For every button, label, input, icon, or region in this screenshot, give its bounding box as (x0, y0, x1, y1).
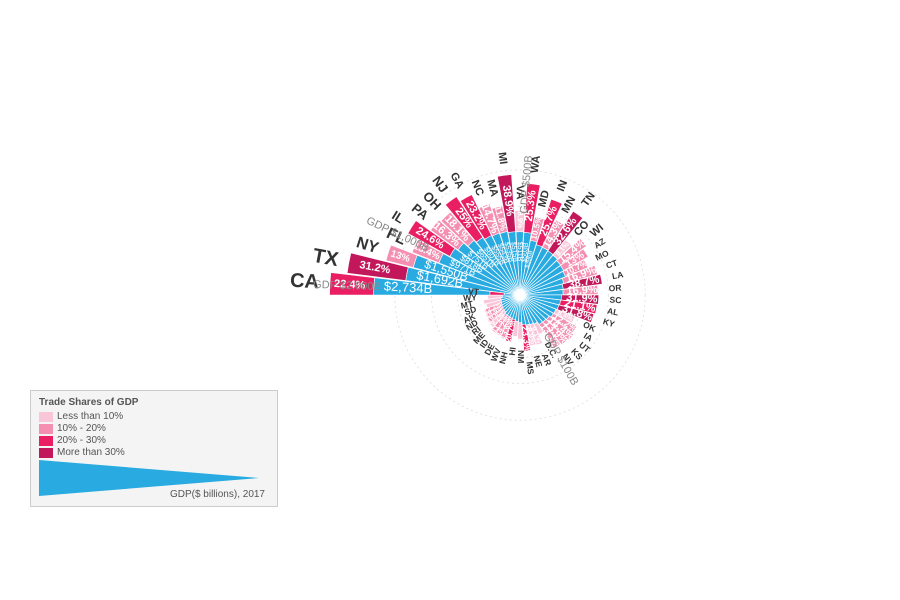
legend-label: Less than 10% (57, 411, 123, 422)
state-code: TN (580, 190, 598, 209)
legend-swatch (39, 448, 53, 458)
state-code: NM (516, 350, 526, 363)
state-code: IL (389, 208, 407, 227)
legend-title: Trade Shares of GDP (39, 397, 269, 408)
spiral-bar-chart: CA22.4%$2,734BTX31.2%$1,692BNY13%$1,550B… (0, 0, 900, 600)
state-code: TX (311, 245, 341, 271)
legend-swatch (39, 424, 53, 434)
legend-row: Less than 10% (39, 411, 269, 422)
state-code: AL (606, 306, 619, 318)
state-code: MN (560, 194, 579, 215)
state-code: SC (609, 295, 621, 306)
state-code: GA (447, 171, 466, 191)
legend-x-label: GDP($ billions), 2017 (170, 489, 265, 500)
state-code: MA (484, 178, 500, 198)
state-code: OR (608, 282, 621, 293)
legend-label: 20% - 30% (57, 435, 106, 446)
legend-swatch (39, 436, 53, 446)
state-code: CT (605, 257, 620, 270)
state-code: VT (468, 286, 480, 297)
legend-swatch (39, 412, 53, 422)
state-code: WI (588, 222, 606, 240)
state-code: MI (496, 151, 509, 165)
legend: Trade Shares of GDP Less than 10%10% - 2… (30, 390, 278, 507)
state-code: IN (555, 179, 570, 194)
state-code: NY (354, 234, 381, 257)
legend-row: 10% - 20% (39, 423, 269, 434)
state-code: KY (602, 316, 617, 329)
legend-label: 10% - 20% (57, 423, 106, 434)
legend-row: 20% - 30% (39, 435, 269, 446)
state-code: LA (611, 269, 624, 281)
legend-row: More than 30% (39, 447, 269, 458)
gdp-guide-label: GDP $2,000B (313, 279, 381, 293)
legend-label: More than 30% (57, 447, 125, 458)
